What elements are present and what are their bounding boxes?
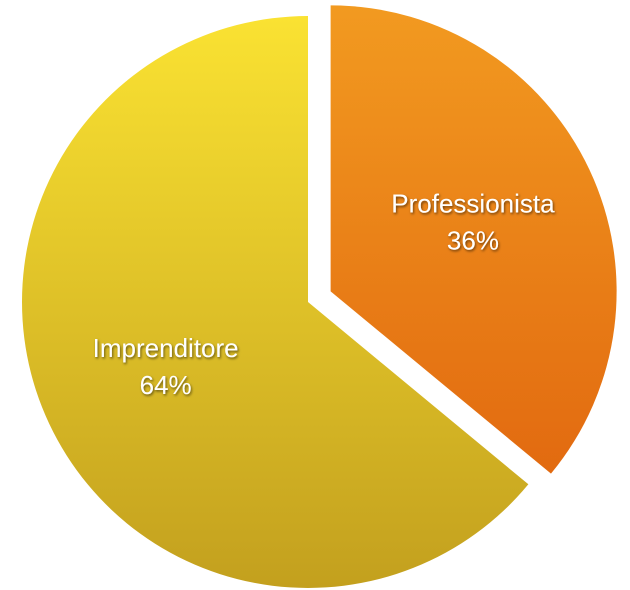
slice-value-label: 36%: [447, 225, 499, 255]
slice-label: Imprenditore: [93, 333, 239, 363]
pie-slice: [21, 16, 529, 588]
slice-label: Professionista: [391, 188, 555, 218]
slice-value-label: 64%: [140, 370, 192, 400]
pie-slice: [330, 5, 617, 474]
